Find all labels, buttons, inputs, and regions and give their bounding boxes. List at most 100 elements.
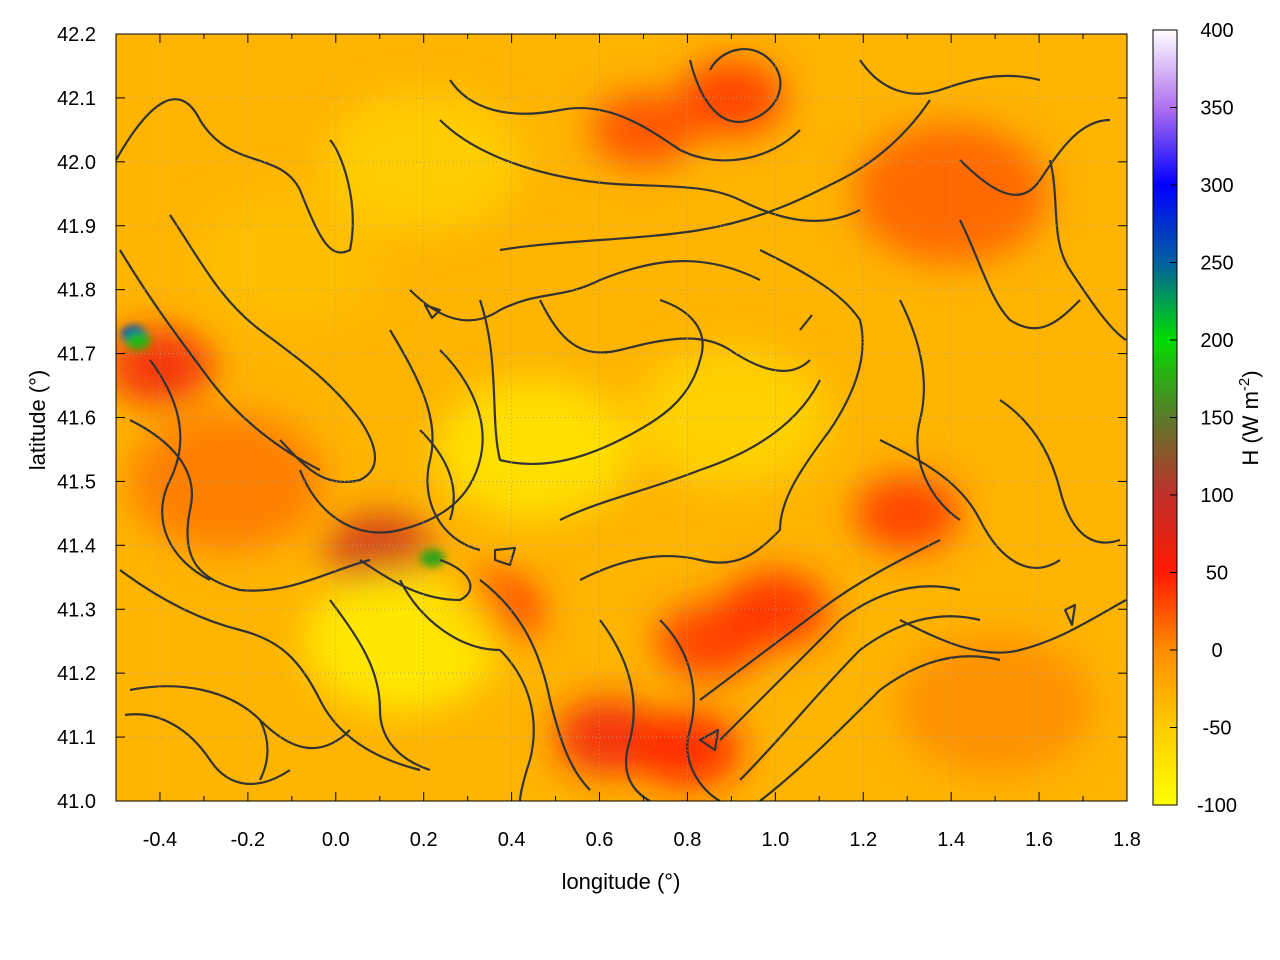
contour-line bbox=[493, 546, 517, 567]
colorbar-label-superscript: -2 bbox=[1236, 378, 1253, 391]
contour-line bbox=[759, 249, 864, 531]
x-tick-label: 1.2 bbox=[849, 829, 877, 851]
x-axis-label: longitude (°) bbox=[562, 869, 681, 894]
y-tick-label: 42.2 bbox=[57, 24, 96, 46]
contour-line bbox=[399, 579, 501, 652]
contour-line bbox=[579, 529, 781, 581]
colorbar-label: H (W m-2) bbox=[1236, 370, 1263, 465]
contour-line bbox=[1063, 603, 1077, 627]
heatmap-cell bbox=[722, 571, 829, 648]
contour-line bbox=[539, 299, 811, 372]
contour-line bbox=[499, 649, 535, 801]
x-tick-label: 0.8 bbox=[674, 829, 702, 851]
colorbar-label-close: ) bbox=[1238, 370, 1263, 377]
heatmap-cell bbox=[193, 187, 390, 328]
colorbar-tick-label: 200 bbox=[1200, 330, 1233, 352]
x-tick-label: 0.4 bbox=[498, 829, 526, 851]
x-tick-label: 1.0 bbox=[761, 829, 789, 851]
colorbar-tick-label: 350 bbox=[1200, 98, 1233, 120]
contour-line bbox=[659, 619, 721, 801]
y-tick-label: 41.8 bbox=[57, 280, 96, 302]
colorbar-tick-label: 100 bbox=[1200, 485, 1233, 507]
heatmap-cell bbox=[127, 411, 324, 552]
colorbar: -100 -50 0 50 100 150 200 250 300 350 400 H (W m-2… bbox=[1152, 20, 1263, 817]
y-tick-label: 41.3 bbox=[57, 599, 96, 621]
contour-line bbox=[129, 685, 351, 750]
contour-line bbox=[169, 214, 376, 483]
heatmap-sharp-layer bbox=[120, 325, 446, 568]
colorbar-tick-label: -50 bbox=[1203, 718, 1232, 740]
x-tick-label: -0.2 bbox=[231, 829, 265, 851]
x-tick-label: 1.6 bbox=[1025, 829, 1053, 851]
contour-line bbox=[739, 615, 981, 781]
colorbar-ticks: -100 -50 0 50 100 150 200 250 300 350 400 bbox=[1170, 20, 1237, 817]
heatmap-cell bbox=[325, 91, 522, 232]
contour-line bbox=[298, 349, 484, 534]
y-tick-label: 42.1 bbox=[57, 88, 96, 110]
contour-line bbox=[799, 314, 813, 331]
contour-line bbox=[124, 713, 291, 786]
y-tick-label: 41.4 bbox=[57, 535, 96, 557]
contour-line bbox=[859, 59, 1041, 95]
heatmap-cell bbox=[435, 379, 632, 520]
x-axis: -0.4 -0.2 0.0 0.2 0.4 0.6 0.8 1.0 1.2 1.4 1.6 1.8 bbox=[143, 34, 1141, 851]
contour-line bbox=[419, 429, 455, 521]
heatmap-cell bbox=[303, 571, 500, 712]
y-tick-label: 41.9 bbox=[57, 216, 96, 238]
x-tick-label: 1.8 bbox=[1113, 829, 1141, 851]
contour-line bbox=[409, 260, 761, 322]
contour-line bbox=[439, 119, 861, 222]
contour-line bbox=[119, 249, 321, 471]
contour-line bbox=[899, 299, 961, 521]
contour-line bbox=[449, 79, 801, 162]
heatmap-cell bbox=[590, 91, 697, 168]
colorbar-label-main: H (W m bbox=[1238, 391, 1263, 466]
heatmap-cell bbox=[633, 347, 830, 488]
heatmap-cell bbox=[326, 513, 433, 590]
y-axis: 41.0 41.1 41.2 41.3 41.4 41.5 41.6 41.7 41.8 41.9… bbox=[57, 24, 1127, 813]
contour-line bbox=[879, 439, 1061, 569]
contour-line bbox=[389, 329, 481, 552]
contour-line bbox=[959, 118, 1111, 196]
y-tick-label: 41.7 bbox=[57, 344, 96, 366]
contour-line bbox=[499, 99, 931, 252]
contour-line bbox=[698, 728, 720, 752]
contour-line bbox=[688, 48, 782, 123]
colorbar-tick-label: 400 bbox=[1200, 20, 1233, 42]
colorbar-tick-label: 250 bbox=[1200, 253, 1233, 275]
contour-line bbox=[959, 219, 1081, 330]
colorbar-tick-label: 150 bbox=[1200, 408, 1233, 430]
contour-line bbox=[423, 303, 442, 320]
y-axis-label: latitude (°) bbox=[25, 370, 50, 471]
contour-line bbox=[1048, 159, 1127, 341]
contour-line bbox=[116, 98, 354, 254]
y-tick-label: 41.5 bbox=[57, 471, 96, 493]
contour-line bbox=[999, 399, 1121, 544]
contour-line bbox=[478, 298, 704, 466]
colorbar-tick-label: 300 bbox=[1200, 175, 1233, 197]
contour-line bbox=[149, 359, 211, 581]
x-tick-label: -0.4 bbox=[143, 829, 177, 851]
contour-lines bbox=[116, 48, 1127, 801]
contour-line bbox=[119, 569, 421, 772]
contour-line bbox=[719, 585, 961, 741]
y-tick-label: 41.2 bbox=[57, 663, 96, 685]
x-tick-label: 0.0 bbox=[322, 829, 350, 851]
y-tick-label: 41.1 bbox=[57, 727, 96, 749]
contour-line bbox=[559, 379, 821, 521]
contour-line bbox=[699, 539, 941, 701]
colorbar-tick-label: 50 bbox=[1206, 563, 1228, 585]
y-tick-label: 42.0 bbox=[57, 152, 96, 174]
heatmap-cell bbox=[853, 123, 1050, 264]
contour-line bbox=[759, 655, 1001, 801]
contour-line bbox=[479, 579, 591, 791]
x-tick-label: 0.2 bbox=[410, 829, 438, 851]
contour-line bbox=[899, 599, 1127, 654]
x-tick-label: 0.6 bbox=[586, 829, 614, 851]
y-tick-label: 41.6 bbox=[57, 408, 96, 430]
y-tick-label: 41.0 bbox=[57, 791, 96, 813]
colorbar-tick-label: 0 bbox=[1211, 640, 1222, 662]
contour-line bbox=[359, 558, 472, 602]
heatmap-cell bbox=[419, 549, 446, 568]
